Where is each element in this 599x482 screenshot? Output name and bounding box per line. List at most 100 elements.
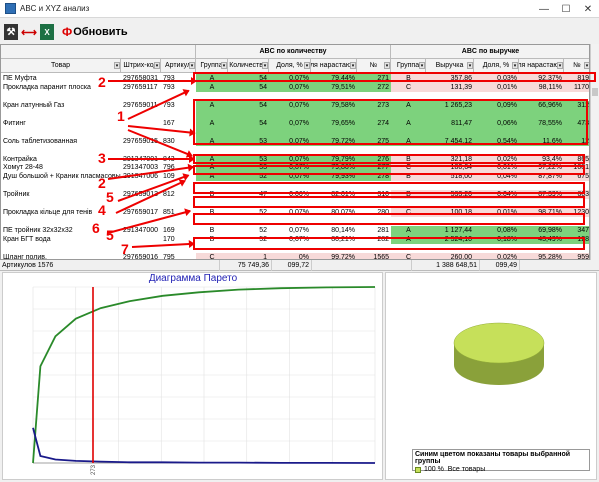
cell-rn: 675	[564, 172, 589, 182]
pie-chart-panel: Синим цветом показаны товары выбранной г…	[385, 272, 597, 480]
cell-rn: 819	[564, 74, 589, 83]
column-header-name[interactable]: Товар ▾	[1, 59, 121, 73]
table-row[interactable]: ПЕ Муфта 297658031 793 A 54 0,07% 79,44% 271 B 35…	[1, 74, 589, 83]
abc-grid[interactable]: ABC по количеству ABC по выручке Товар ▾ Шт…	[0, 44, 590, 260]
column-header-qn[interactable]: № ▾	[357, 59, 391, 73]
cell-rsh	[474, 217, 519, 226]
filter-dropdown-icon[interactable]: ▾	[114, 62, 120, 69]
cell-rn: 1230	[564, 208, 589, 218]
cell-qsh: 0,07%	[269, 100, 311, 110]
column-header-rcum[interactable]: Доля нарастающим▾	[519, 59, 564, 73]
cell-rsh: 0,02%	[474, 154, 519, 164]
table-row[interactable]: Кран БГТ вода 170 B 52 0,07% 80,21% 282 A 2 524,…	[1, 235, 589, 245]
table-row[interactable]: Шланг полив. 297659016 795 C 1 0% 99,72% 1565 C 2…	[1, 253, 589, 259]
table-row[interactable]: Душ большой + Краник пласмасовый 29134700…	[1, 172, 589, 182]
excel-export-icon[interactable]: X	[40, 24, 54, 40]
column-header-qg[interactable]: Группа ▾	[196, 59, 228, 73]
column-header-rn[interactable]: № ▾	[564, 59, 589, 73]
table-row[interactable]	[1, 199, 589, 208]
cell-qsh: 0,07%	[269, 118, 311, 128]
table-row[interactable]	[1, 244, 589, 253]
cell-qg: A	[196, 172, 228, 182]
column-header-label: Доля, %	[276, 62, 303, 69]
column-header-rg[interactable]: Группа ▾	[391, 59, 426, 73]
item-share-line	[32, 427, 376, 464]
pie-slice-all-goods[interactable]	[453, 322, 545, 364]
cell-rsh: 0,04%	[474, 172, 519, 182]
filter-dropdown-icon[interactable]: ▾	[584, 62, 589, 69]
cell-rsh	[474, 109, 519, 119]
cell-qsh	[269, 181, 311, 190]
maximize-button[interactable]: ☐	[561, 3, 571, 15]
cell-rev: 1 127,44	[426, 226, 474, 236]
cell-rg: B	[391, 190, 426, 200]
cell-qn: 280	[377, 209, 389, 217]
cell-qty: 52	[259, 209, 267, 217]
table-row[interactable]	[1, 146, 589, 155]
filter-dropdown-icon[interactable]: ▾	[467, 62, 473, 69]
cell-qn: 272	[357, 82, 391, 92]
filter-dropdown-icon[interactable]: ▾	[189, 62, 195, 69]
annotation-number: 3	[98, 150, 106, 166]
refresh-button[interactable]: Ф Обновить	[62, 24, 128, 40]
table-row[interactable]: Контрайка291347001843A530,07%79,79%276B3…	[1, 154, 589, 164]
filter-dropdown-icon[interactable]: ▾	[262, 62, 268, 69]
x-tick-label: 273	[91, 464, 97, 475]
column-header-label: Штрих-код	[123, 62, 158, 69]
cell-qn: 281	[377, 227, 389, 235]
filter-dropdown-icon[interactable]: ▾	[419, 62, 425, 69]
close-button[interactable]: ✕	[583, 3, 593, 15]
table-row[interactable]: Кран латунный Газ 297659011 793 A 54 0,07% 79,…	[1, 100, 589, 110]
column-header-rsh[interactable]: Доля, % ▾	[474, 59, 519, 73]
table-row[interactable]: Хомут 28-48 291347003 796 A 53 0,07% 79,86% 277…	[1, 163, 589, 173]
table-row[interactable]	[1, 127, 589, 137]
column-header-qty[interactable]: Количество ▾	[228, 59, 269, 73]
table-row[interactable]: Фитинг 167 A 54 0,07% 79,65% 274 A 811,47 0,06% 78…	[1, 118, 589, 128]
cell-rsh: 0,54%	[474, 136, 519, 146]
cell-qn	[357, 217, 391, 226]
grid-vertical-scrollbar[interactable]	[590, 44, 599, 260]
cell-rn: 128	[564, 235, 589, 245]
column-header-label: Выручка	[435, 62, 464, 69]
cell-name: Контрайка	[3, 155, 37, 163]
table-row[interactable]: Прокладка кільце для тенів 297659017 851 B 5…	[1, 208, 589, 218]
filter-dropdown-icon[interactable]: ▾	[154, 62, 160, 69]
cell-rg	[391, 109, 426, 119]
table-row[interactable]	[1, 181, 589, 190]
table-row[interactable]: Соль таблетизованная 297659015 830 A 53 0,07%…	[1, 136, 589, 146]
cell-name: Душ большой + Краник пласмасовый	[3, 173, 121, 181]
filter-dropdown-icon[interactable]: ▾	[221, 62, 227, 69]
table-row[interactable]: Тройник 297659013 812 B 47 0,06% 82,01% 310 B 533…	[1, 190, 589, 200]
cell-name	[1, 217, 121, 226]
legend-pct: 100 %	[424, 466, 444, 473]
cell-qg: A	[196, 154, 228, 164]
cell-rev: 321,18	[426, 154, 474, 164]
filter-dropdown-icon[interactable]: ▾	[384, 62, 390, 69]
filter-dropdown-icon[interactable]: ▾	[557, 62, 563, 69]
filter-dropdown-icon[interactable]: ▾	[350, 62, 356, 69]
cell-rsh	[474, 146, 519, 155]
column-header-art[interactable]: Артикул ▾	[161, 59, 196, 73]
column-header-label: Доля, %	[482, 62, 510, 69]
column-header-qcum[interactable]: Доля нарастающим▾	[311, 59, 357, 73]
column-header-rev[interactable]: Выручка ▾	[426, 59, 474, 73]
cell-rn	[564, 199, 589, 208]
table-row[interactable]	[1, 92, 589, 101]
column-header-bar[interactable]: Штрих-код ▾	[121, 59, 161, 73]
filter-dropdown-icon[interactable]: ▾	[512, 62, 518, 69]
cell-name	[1, 128, 121, 137]
table-row[interactable]: ПЕ тройник 32х32х32 291347000 169 B 52 0,07% 8…	[1, 226, 589, 236]
cell-qty: 54	[228, 118, 269, 128]
table-row[interactable]: Прокладка паранит плоска 297659117 793 A 54 0…	[1, 82, 589, 92]
table-row[interactable]	[1, 109, 589, 119]
cell-rcum: 87,39%	[519, 190, 564, 200]
scrollbar-thumb[interactable]	[592, 88, 598, 96]
table-row[interactable]	[1, 217, 589, 226]
cell-qg	[196, 244, 228, 253]
minimize-button[interactable]: —	[539, 3, 549, 15]
filter-dropdown-icon[interactable]: ▾	[304, 62, 310, 69]
cell-art: 851	[163, 209, 175, 217]
column-header-qsh[interactable]: Доля, % ▾	[269, 59, 311, 73]
swap-arrow-icon[interactable]: ⟷	[21, 26, 37, 39]
tools-icon[interactable]: ⚒	[4, 24, 18, 40]
